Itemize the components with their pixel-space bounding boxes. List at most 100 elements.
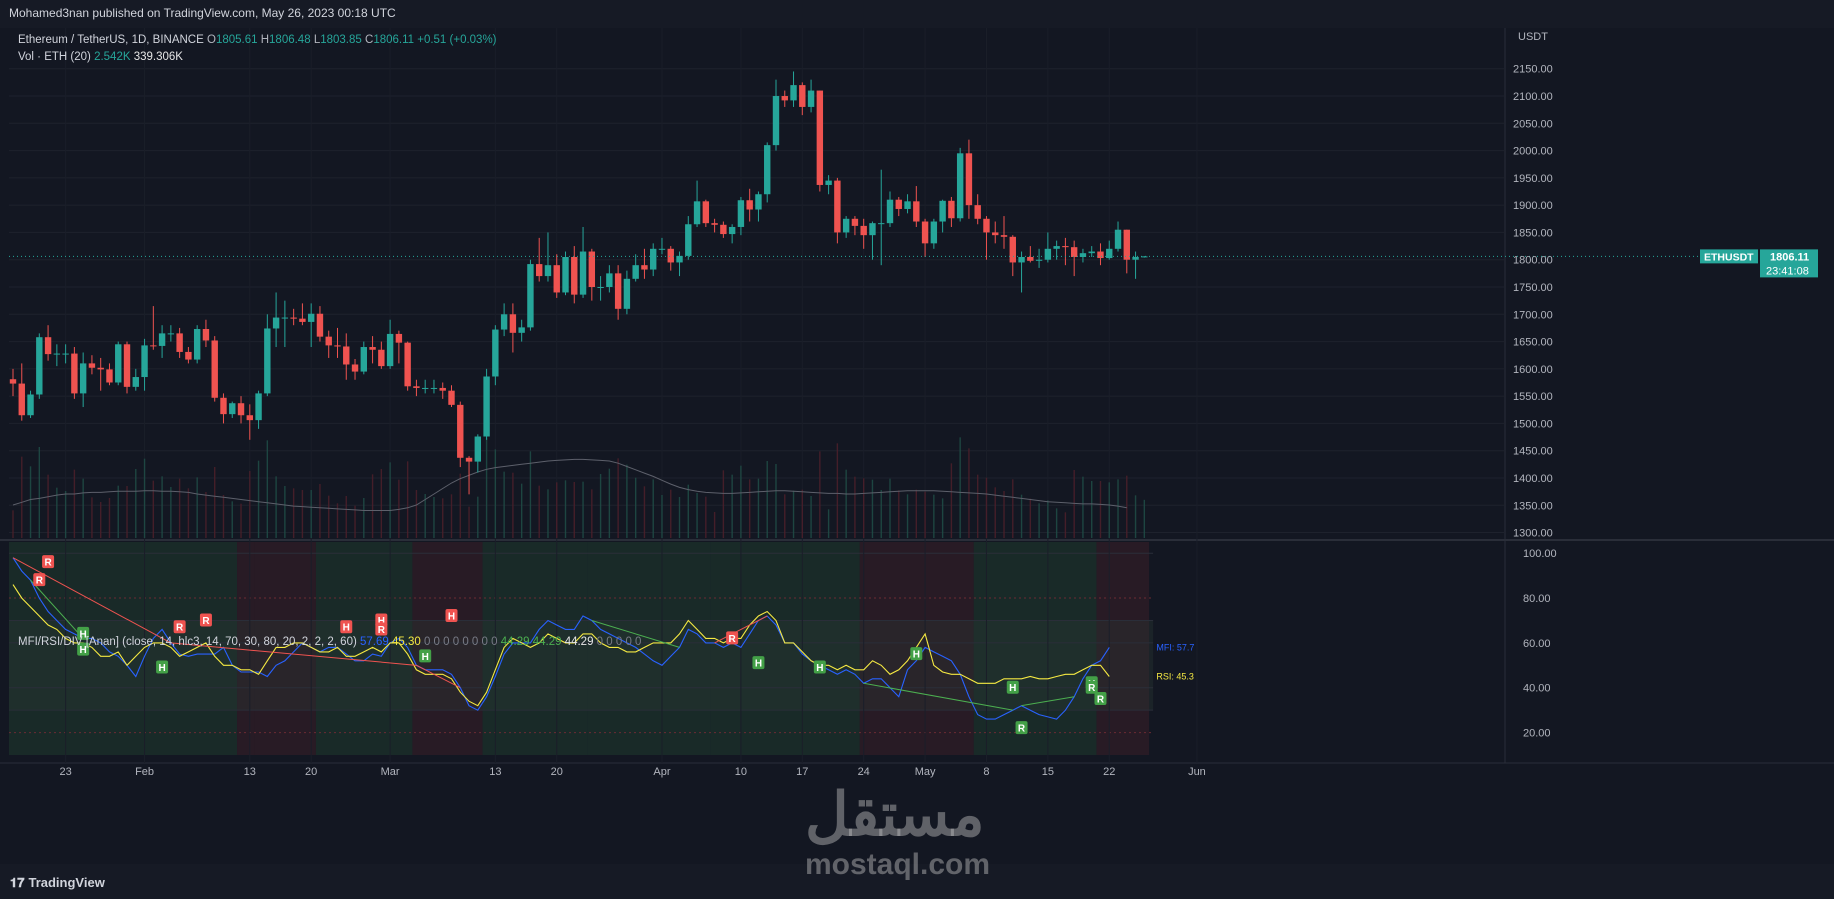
price-tick-label: 2050.00 [1513, 118, 1553, 130]
volume-bar [503, 471, 505, 538]
volume-bar [406, 461, 409, 538]
price-tick-label: 2000.00 [1513, 146, 1553, 158]
volume-bar [284, 486, 286, 538]
candle-body [413, 386, 420, 388]
candle-body [307, 313, 315, 322]
candle-body [158, 333, 166, 346]
candle-body [790, 85, 797, 101]
volume-bar [336, 503, 339, 538]
high-label: H [260, 34, 270, 46]
volume-bar [485, 438, 488, 538]
volume-bar [91, 497, 93, 538]
candle-body [632, 265, 639, 279]
price-tick-label: 1550.00 [1513, 391, 1553, 403]
divergence-label-box [173, 620, 186, 634]
divergence-label-R: R [1088, 683, 1096, 694]
candle-body [842, 218, 850, 233]
time-tick-label: 13 [244, 766, 256, 778]
volume-bar [906, 494, 909, 538]
volume-bar [634, 477, 637, 538]
price-tick-label: 1700.00 [1513, 309, 1553, 321]
oscillator-zone-10 [1096, 542, 1150, 755]
candle-body [650, 248, 657, 270]
volume-bar [459, 473, 461, 538]
candle-body [150, 345, 157, 347]
volume-bar [143, 458, 146, 538]
volume-bar [1029, 498, 1032, 538]
candle-body [1106, 248, 1113, 259]
candle-body [474, 436, 482, 462]
divergence-label-box [1085, 680, 1098, 694]
candle-body [772, 96, 780, 146]
candle-body [1044, 248, 1052, 260]
volume-bar [713, 512, 716, 538]
price-tick-label: 1900.00 [1513, 200, 1553, 212]
indicator-value-4: 44.29 [532, 636, 562, 648]
oscillator-tick-label: 60.00 [1523, 638, 1551, 650]
volume-bar [1047, 500, 1049, 538]
divergence-line [714, 615, 768, 644]
candle-body [1088, 251, 1095, 254]
divergence-line [170, 642, 417, 666]
volume-bar [257, 460, 260, 538]
volume-bar [292, 488, 295, 538]
volume-bar [547, 489, 549, 538]
low-label: L [313, 34, 321, 46]
price-tick-label: 1350.00 [1513, 500, 1553, 512]
divergence-label-R: R [176, 623, 184, 634]
divergence-label-R: R [1097, 694, 1105, 705]
candle-body [921, 221, 929, 244]
open-label: O [206, 34, 216, 46]
volume-bar [1055, 508, 1058, 538]
volume-bar [573, 482, 575, 538]
mfi-value: 57.69 [360, 636, 389, 648]
time-tick-label: 15 [1042, 766, 1054, 778]
candle-body [421, 387, 429, 389]
volume-bar [933, 494, 935, 538]
volume-bar [380, 469, 383, 538]
rsi-line [12, 584, 1110, 707]
volume-legend: Vol · ETH (20) 2.542K 339.306K [18, 51, 183, 63]
volume-bar [1073, 470, 1075, 538]
candle-body [430, 387, 438, 389]
divergence-line [1021, 696, 1075, 707]
candle-body [597, 287, 604, 288]
candle-body [904, 201, 911, 209]
volume-bar [1038, 503, 1040, 538]
volume-bar [599, 474, 602, 538]
tradingview-logo[interactable]: 𝟏𝟕 TradingView [10, 875, 105, 891]
last-price-label: 1806.11 [1770, 251, 1809, 263]
candle-body [106, 369, 113, 383]
volume-bar [47, 474, 49, 538]
volume-bar [784, 494, 786, 538]
published-header: Mohamed3nan published on TradingView.com… [0, 0, 1834, 28]
volume-bar [819, 451, 821, 538]
volume-bar [626, 464, 628, 538]
divergence-label-H: H [755, 659, 762, 670]
candle-body [693, 201, 701, 225]
change-value: +0.51 (+0.03%) [417, 34, 497, 46]
oscillator-tick-label: 20.00 [1523, 728, 1551, 740]
volume-bar [100, 502, 102, 538]
volume-bar [108, 498, 111, 538]
candle-body [272, 317, 280, 329]
candle-body [185, 351, 192, 360]
volume-bar [731, 474, 733, 538]
candle-body [807, 90, 815, 107]
volume-bar [1117, 479, 1119, 538]
oscillator-zone-6 [587, 542, 711, 755]
candle-body [193, 329, 201, 360]
candle-body [913, 201, 920, 222]
volume-value: 2.542K [94, 51, 131, 63]
divergence-label-R: R [202, 616, 210, 627]
volume-bar [994, 487, 996, 538]
candle-body [1000, 235, 1008, 237]
currency-label: USDT [1518, 31, 1548, 43]
candle-body [983, 218, 990, 233]
high-value: 1806.48 [269, 34, 311, 46]
candle-body [53, 353, 61, 355]
candle-body [343, 346, 350, 365]
volume-bar [591, 489, 593, 538]
